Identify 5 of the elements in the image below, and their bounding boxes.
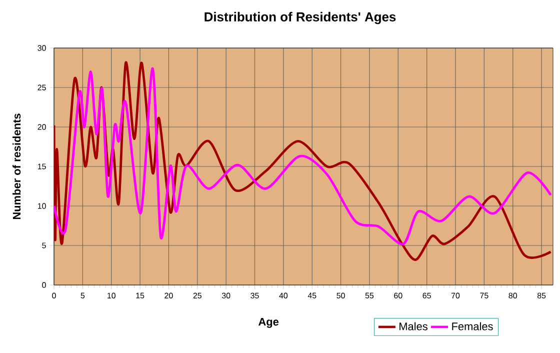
legend-label: Males (400, 322, 428, 330)
chart-title: Distribution of Residents' Ages (204, 12, 396, 24)
legend-label: Females (452, 322, 493, 330)
y-axis-title: Number of residents (12, 114, 21, 220)
x-axis-title: Age (258, 318, 279, 328)
